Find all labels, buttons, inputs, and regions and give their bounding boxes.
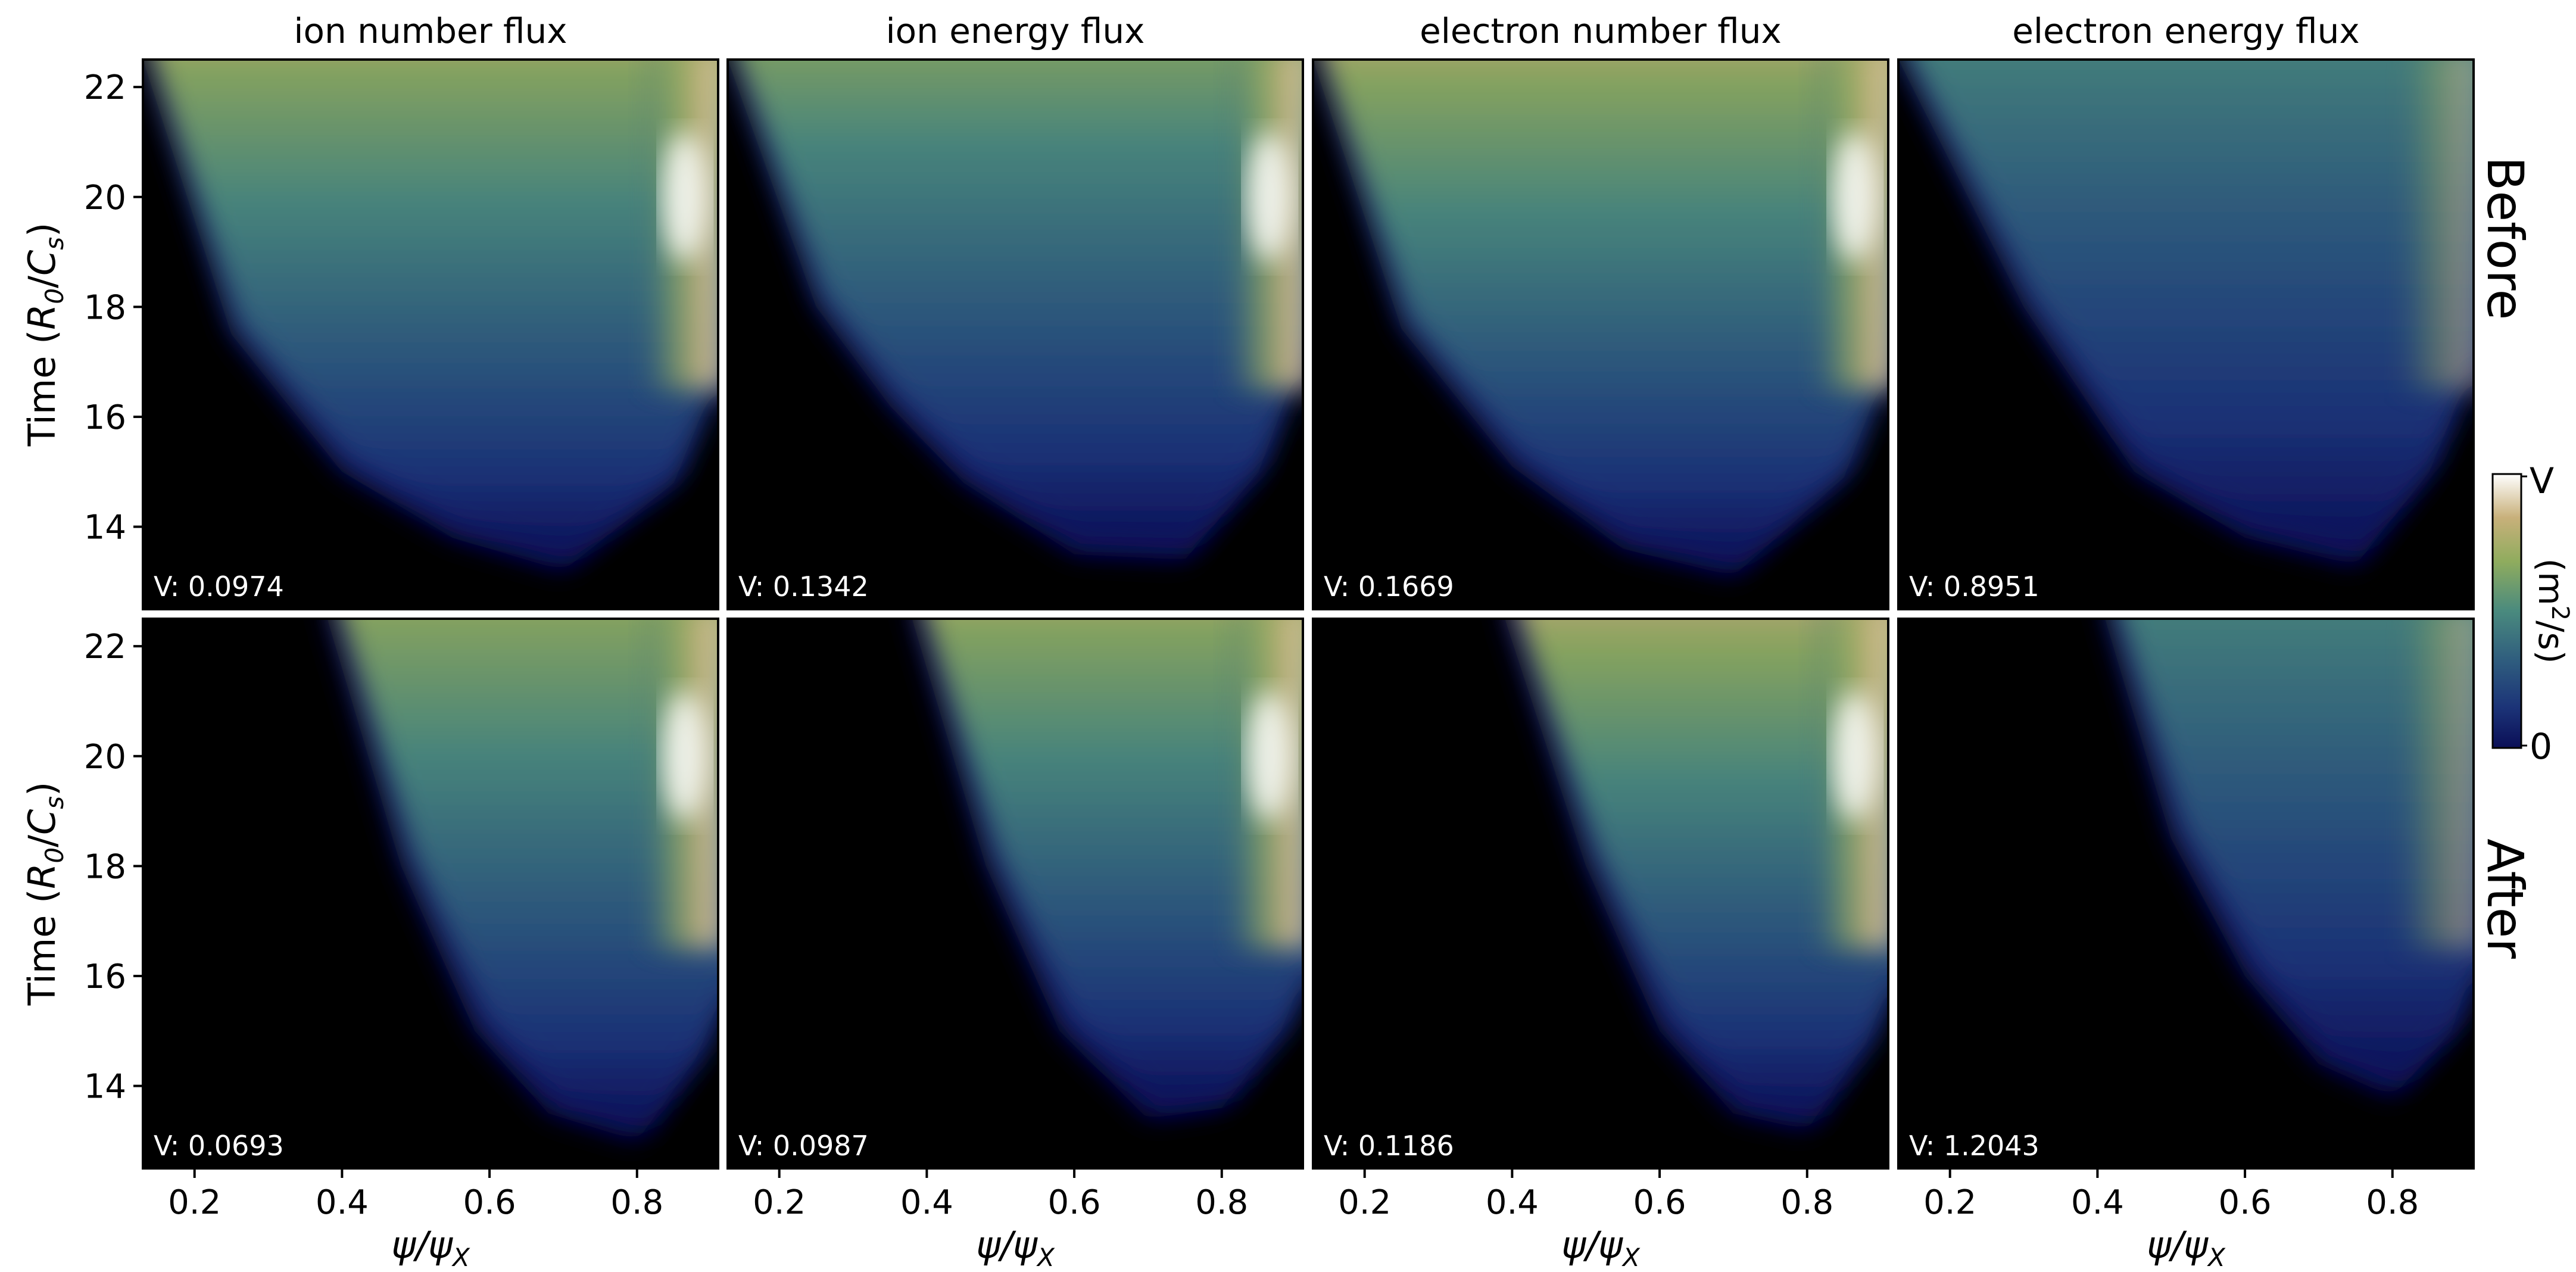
flux-region xyxy=(737,60,1303,549)
panel-title: electron energy flux xyxy=(2012,11,2360,51)
panels-layer: V: 0.0974 V: 0.1342 V: 0.1669 V: 0.8951 V: 0… xyxy=(142,58,2475,1170)
x-axis-label: ψ/ψX xyxy=(2147,1223,2226,1272)
panel-title: ion number flux xyxy=(294,11,567,51)
hotspot xyxy=(661,690,709,822)
x-tick-label: 0.2 xyxy=(753,1183,806,1222)
heatmap-panel: V: 0.0987 xyxy=(726,618,1304,1170)
row-label: Before xyxy=(2476,157,2534,320)
hotspot xyxy=(1246,690,1294,822)
flux-region xyxy=(341,619,718,1130)
flux-region xyxy=(152,60,718,560)
flux-region xyxy=(925,619,1303,1108)
x-tick-label: 0.8 xyxy=(1195,1183,1248,1222)
x-axis-label: ψ/ψX xyxy=(1561,1223,1641,1272)
colorbar-gradient xyxy=(2491,473,2522,749)
panel-title: ion energy flux xyxy=(886,11,1145,51)
colorbar-min-label: 0 xyxy=(2530,726,2552,768)
axes-layer: 14 16 18 20 22 14 16 18 20 22 0.2 0.4 0.6 0.8 0.2 0.4 0.… xyxy=(84,68,2419,1222)
x-tick-label: 0.2 xyxy=(1338,1183,1391,1222)
v-label: V: 0.1669 xyxy=(1324,570,1454,603)
v-label: V: 0.1186 xyxy=(1324,1130,1454,1162)
x-tick-label: 0.8 xyxy=(1780,1183,1833,1222)
panel-border xyxy=(1897,58,2475,610)
heatmap-panel: V: 0.1342 xyxy=(726,58,1304,610)
hotspot xyxy=(1246,131,1294,263)
v-label: V: 0.0693 xyxy=(154,1130,284,1162)
y-tick-label: 22 xyxy=(84,68,126,107)
v-label: V: 0.0987 xyxy=(738,1130,869,1162)
panel-border xyxy=(726,58,1304,610)
y-tick-label: 14 xyxy=(84,1068,126,1106)
heatmap-panel: V: 0.8951 xyxy=(1897,58,2475,610)
x-tick-label: 0.2 xyxy=(168,1183,221,1222)
y-tick-label: 20 xyxy=(84,738,126,777)
hotspot xyxy=(1831,690,1879,822)
v-label: V: 0.1342 xyxy=(738,570,869,603)
x-tick-label: 0.6 xyxy=(1048,1183,1101,1222)
x-tick-label: 0.4 xyxy=(316,1183,369,1222)
x-tick-label: 0.6 xyxy=(2219,1183,2272,1222)
edge-ridge xyxy=(2392,619,2474,949)
heatmap-panel: V: 1.2043 xyxy=(1897,618,2475,1170)
panel-border xyxy=(726,618,1304,1170)
flux-region xyxy=(1322,60,1888,566)
y-tick-label: 14 xyxy=(84,509,126,547)
colorbar-max-label: V xyxy=(2530,460,2554,502)
x-tick-label: 0.6 xyxy=(1633,1183,1686,1222)
heatmap-panel: V: 0.1186 xyxy=(1312,618,1889,1170)
panel-border xyxy=(142,618,719,1170)
row-label: After xyxy=(2476,838,2534,959)
v-label: V: 0.0974 xyxy=(154,570,284,603)
x-tick-label: 0.4 xyxy=(900,1183,953,1222)
hotspot xyxy=(661,131,709,263)
v-label: V: 1.2043 xyxy=(1909,1130,2039,1162)
x-tick-label: 0.8 xyxy=(610,1183,663,1222)
x-tick-label: 0.8 xyxy=(2366,1183,2419,1222)
x-axis-label: ψ/ψX xyxy=(976,1223,1055,1272)
flux-region xyxy=(2119,619,2474,1086)
y-tick-label: 16 xyxy=(84,958,126,996)
x-tick-label: 0.4 xyxy=(2071,1183,2124,1222)
y-axis-label: Time (R0/Cs) xyxy=(20,782,69,1006)
v-label: V: 0.8951 xyxy=(1909,570,2039,603)
hotspot xyxy=(1831,131,1879,263)
edge-ridge xyxy=(2392,60,2474,389)
panel-border xyxy=(1897,618,2475,1170)
x-tick-label: 0.6 xyxy=(463,1183,516,1222)
x-tick-label: 0.4 xyxy=(1486,1183,1539,1222)
y-tick-label: 22 xyxy=(84,628,126,666)
colorbar-units-label: (m2/s) xyxy=(2531,559,2574,664)
panel-border xyxy=(142,58,719,610)
panel-border xyxy=(1312,618,1889,1170)
y-tick-label: 18 xyxy=(84,847,126,886)
x-tick-label: 0.2 xyxy=(1923,1183,1976,1222)
heatmap-panel: V: 0.0974 xyxy=(142,58,719,610)
x-axis-label: ψ/ψX xyxy=(391,1223,470,1272)
flux-region xyxy=(1910,60,2474,555)
panel-border xyxy=(1312,58,1889,610)
heatmap-panel: V: 0.1669 xyxy=(1312,58,1889,610)
y-tick-label: 20 xyxy=(84,179,126,217)
y-tick-label: 18 xyxy=(84,288,126,327)
heatmap-panel: V: 0.0693 xyxy=(142,618,719,1170)
y-tick-label: 16 xyxy=(84,398,126,437)
colorbar: V 0 (m2/s) xyxy=(2491,460,2574,768)
flux-region xyxy=(1518,619,1888,1120)
y-axis-label: Time (R0/Cs) xyxy=(20,223,69,447)
labels-layer: ion number flux ion energy flux electron n… xyxy=(20,11,2534,1272)
panel-title: electron number flux xyxy=(1420,11,1782,51)
